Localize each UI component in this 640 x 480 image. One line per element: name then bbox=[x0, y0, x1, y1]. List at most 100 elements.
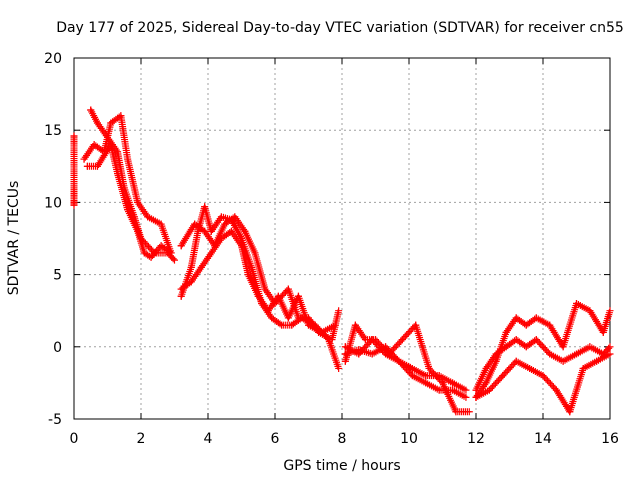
data-marker bbox=[400, 334, 408, 342]
data-marker bbox=[272, 298, 280, 306]
data-marker bbox=[370, 337, 378, 345]
series-track-i bbox=[341, 336, 470, 401]
series-track-d bbox=[83, 141, 175, 261]
data-marker bbox=[493, 378, 501, 386]
series-track-g bbox=[177, 213, 343, 344]
data-marker bbox=[276, 320, 284, 328]
x-tick-label: 0 bbox=[70, 431, 79, 447]
series-track-a bbox=[70, 132, 78, 209]
data-marker bbox=[539, 372, 547, 380]
data-marker bbox=[275, 295, 283, 303]
data-marker bbox=[390, 352, 398, 360]
data-point bbox=[171, 256, 178, 264]
data-marker bbox=[398, 336, 406, 344]
x-tick-label: 10 bbox=[400, 431, 418, 447]
data-marker bbox=[386, 348, 394, 356]
y-tick-label: 5 bbox=[53, 268, 62, 284]
series-track-l bbox=[472, 336, 614, 394]
data-marker bbox=[545, 378, 553, 386]
y-tick-label: -5 bbox=[48, 412, 62, 428]
data-marker bbox=[494, 376, 502, 384]
data-marker bbox=[541, 345, 549, 353]
data-marker bbox=[406, 328, 414, 336]
data-marker bbox=[391, 344, 399, 352]
data-marker bbox=[549, 383, 557, 391]
data-marker bbox=[395, 339, 403, 347]
data-marker bbox=[532, 336, 540, 344]
data-marker bbox=[403, 331, 411, 339]
x-tick-label: 14 bbox=[534, 431, 552, 447]
chart-title: Day 177 of 2025, Sidereal Day-to-day VTE… bbox=[56, 20, 624, 36]
series-track-j bbox=[341, 343, 470, 394]
series-track-k bbox=[472, 299, 614, 401]
data-marker bbox=[394, 340, 402, 348]
x-tick-label: 2 bbox=[137, 431, 146, 447]
data-marker bbox=[427, 366, 435, 374]
y-axis-label: SDTVAR / TECUs bbox=[6, 181, 22, 296]
data-marker bbox=[540, 344, 548, 352]
data-marker bbox=[500, 370, 508, 378]
data-marker bbox=[371, 339, 379, 347]
data-marker bbox=[144, 243, 152, 251]
y-tick-label: 20 bbox=[44, 51, 62, 67]
x-tick-label: 4 bbox=[204, 431, 213, 447]
data-marker bbox=[508, 362, 516, 370]
y-tick-label: 10 bbox=[44, 195, 62, 211]
data-marker bbox=[509, 360, 517, 368]
data-marker bbox=[392, 342, 400, 350]
data-marker bbox=[490, 381, 498, 389]
x-tick-label: 6 bbox=[271, 431, 280, 447]
data-marker bbox=[388, 349, 396, 357]
data-marker bbox=[271, 299, 279, 307]
data-marker bbox=[425, 364, 433, 372]
data-marker bbox=[364, 340, 372, 348]
data-marker bbox=[278, 291, 286, 299]
data-marker bbox=[274, 296, 282, 304]
y-tick-label: 15 bbox=[44, 123, 62, 139]
data-point bbox=[465, 408, 473, 416]
data-marker bbox=[382, 343, 390, 351]
data-marker bbox=[397, 337, 405, 345]
data-marker bbox=[373, 340, 381, 348]
data-marker bbox=[535, 339, 543, 347]
data-marker bbox=[147, 246, 155, 254]
data-marker bbox=[506, 364, 514, 372]
data-point bbox=[606, 343, 614, 351]
data-marker bbox=[485, 386, 493, 394]
data-point bbox=[462, 386, 470, 394]
data-marker bbox=[605, 344, 613, 352]
x-tick-label: 12 bbox=[467, 431, 485, 447]
x-tick-label: 16 bbox=[601, 431, 619, 447]
y-axis-ticks: -5 0 5 10 15 20 bbox=[44, 51, 610, 428]
data-marker bbox=[542, 375, 550, 383]
data-point bbox=[462, 393, 470, 401]
data-marker bbox=[401, 332, 409, 340]
data-marker bbox=[392, 354, 400, 362]
data-marker bbox=[404, 329, 412, 337]
data-marker bbox=[505, 365, 513, 373]
x-tick-label: 8 bbox=[338, 431, 347, 447]
data-marker bbox=[407, 326, 415, 334]
data-marker bbox=[537, 340, 545, 348]
data-marker bbox=[362, 342, 370, 350]
data-marker bbox=[499, 372, 507, 380]
data-point bbox=[606, 350, 614, 358]
data-marker bbox=[169, 255, 177, 263]
grid-lines bbox=[74, 58, 610, 419]
series-track-c bbox=[80, 112, 175, 257]
data-marker bbox=[280, 290, 288, 298]
data-point bbox=[335, 307, 343, 315]
series-track-m bbox=[472, 350, 614, 416]
data-marker bbox=[548, 381, 556, 389]
data-marker bbox=[488, 383, 496, 391]
data-marker bbox=[503, 367, 511, 375]
y-tick-label: 0 bbox=[53, 340, 62, 356]
data-marker bbox=[385, 346, 393, 354]
data-marker bbox=[365, 339, 373, 347]
data-marker bbox=[487, 385, 495, 393]
data-marker bbox=[502, 368, 510, 376]
data-marker bbox=[277, 293, 285, 301]
x-axis-ticks: 0 2 4 6 8 10 12 14 16 bbox=[70, 58, 619, 447]
data-marker bbox=[491, 380, 499, 388]
